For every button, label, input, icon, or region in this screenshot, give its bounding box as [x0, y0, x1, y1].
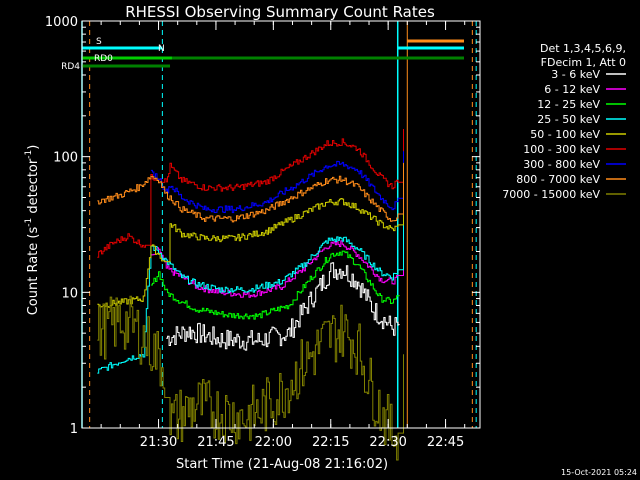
flag-label-rd4: RD4 — [61, 62, 80, 72]
plot-frame — [81, 20, 481, 429]
y-axis-label: Count Rate (s-1 detector-1) — [24, 145, 41, 316]
series-line-9 — [97, 295, 404, 461]
y-axis-label-middle: detector — [26, 158, 41, 218]
legend-entry-label: 3 - 6 keV — [551, 68, 600, 81]
legend-entry-label: 6 - 12 keV — [544, 83, 600, 96]
legend-entry-label: 50 - 100 keV — [530, 128, 600, 141]
x-axis-label: Start Time (21-Aug-08 21:16:02) — [176, 457, 388, 472]
y-axis-label-exponent-1: -1 — [24, 218, 34, 227]
series-line-8 — [97, 162, 404, 223]
x-tick-label: 21:45 — [197, 435, 234, 450]
y-tick-label: 1000 — [45, 15, 78, 30]
series-line-1 — [166, 262, 400, 351]
y-axis-label-main: Count Rate (s — [26, 227, 41, 316]
y-tick-label: 10 — [61, 286, 78, 301]
x-tick-label: 22:00 — [255, 435, 292, 450]
legend-entry-label: 25 - 50 keV — [537, 113, 600, 126]
legend: Det 1,3,4,5,6,9,FDecim 1, Att 03 - 6 keV… — [502, 42, 626, 201]
flag-label-s: S — [96, 37, 102, 47]
legend-header-line: Det 1,3,4,5,6,9, — [540, 42, 626, 55]
flag-label-n: N — [158, 44, 165, 54]
legend-entry-label: 800 - 7000 keV — [516, 173, 600, 186]
x-tick-label: 21:30 — [140, 435, 177, 450]
series-line-4 — [97, 151, 404, 374]
x-tick-label: 22:45 — [427, 435, 464, 450]
x-tick-label: 22:15 — [312, 435, 349, 450]
y-tick-label: 100 — [53, 151, 78, 166]
series-line-6 — [97, 129, 404, 258]
flag-label-rd0: RD0 — [94, 54, 113, 64]
y-axis-label-exponent-2: -1 — [24, 150, 34, 159]
legend-header-line: FDecim 1, Att 0 — [541, 56, 626, 69]
y-axis-label-end: ) — [26, 145, 41, 150]
legend-entry-label: 12 - 25 keV — [537, 98, 600, 111]
axes: 1 10 100 1000 21:30 21:45 22:00 22:15 22:30 22:45 — [45, 15, 481, 450]
legend-entry-label: 7000 - 15000 keV — [502, 188, 600, 201]
legend-entry-label: 100 - 300 keV — [523, 143, 600, 156]
legend-entry-label: 300 - 800 keV — [523, 158, 600, 171]
y-tick-label: 1 — [70, 422, 78, 437]
series-line-5 — [97, 169, 404, 308]
plot-timestamp: 15-Oct-2021 05:24 — [561, 468, 637, 477]
series-line-7 — [150, 151, 404, 214]
x-tick-label: 22:30 — [369, 435, 406, 450]
chart-title: RHESSI Observing Summary Count Rates — [125, 3, 435, 21]
series-lines — [97, 129, 404, 461]
series-line-3 — [150, 250, 400, 320]
